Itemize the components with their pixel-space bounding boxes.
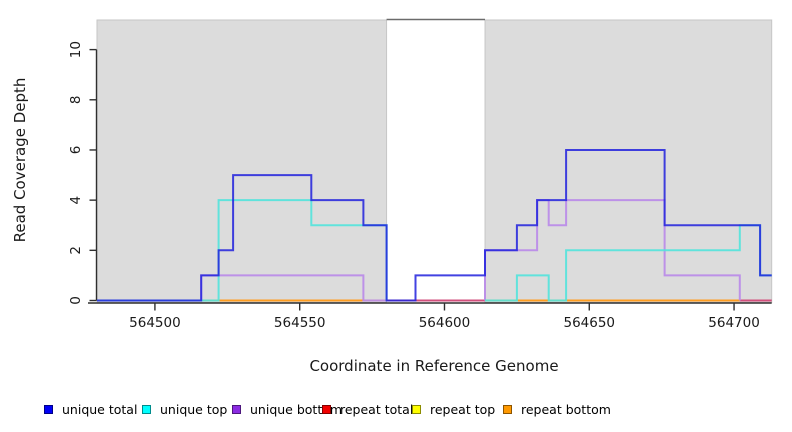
x-tick-label: 564600 [419,315,471,331]
y-tick-label: 4 [68,196,84,205]
legend-label: repeat top [430,401,496,417]
legend-swatch-unique-total-icon [44,404,53,414]
y-tick-label: 8 [68,95,84,104]
x-tick-label: 564500 [129,315,181,331]
legend-item-repeat-bottom: repeat bottom [503,399,611,419]
legend: unique total unique top unique bottom re… [0,399,792,423]
shaded-region-0 [96,19,388,303]
y-tick-label: 6 [68,146,84,155]
legend-label: repeat bottom [521,401,611,417]
shaded-regions [96,18,773,303]
legend-label: unique total [62,401,138,417]
x-tick-label: 564700 [708,315,760,331]
x-tick-label: 564650 [563,315,615,331]
legend-swatch-repeat-total-icon [322,404,331,414]
x-axis-title: Coordinate in Reference Genome [309,357,558,375]
x-tick-label: 564550 [274,315,326,331]
legend-label: repeat total [340,401,414,417]
legend-label: unique bottom [250,401,343,417]
legend-item-unique-bottom: unique bottom [232,399,342,419]
axes: 564500 564550 564600 564650 564700 0 2 4 6 8 10 [68,41,772,331]
series-line-unique-bottom [484,199,741,301]
series-line-unique-total [97,149,772,302]
legend-item-unique-total: unique total [44,399,137,419]
legend-item-repeat-total: repeat total [322,399,413,419]
y-tick-label: 0 [68,296,84,305]
legend-swatch-unique-bottom-icon [232,404,241,414]
y-tick-label: 2 [68,246,84,255]
y-axis-title: Read Coverage Depth [11,78,29,243]
shaded-region-1 [484,19,773,303]
legend-item-unique-top: unique top [142,399,227,419]
legend-swatch-repeat-bottom-icon [503,404,512,414]
legend-swatch-repeat-top-icon [412,404,421,414]
legend-label: unique top [160,401,228,417]
series-lines [97,149,772,302]
coverage-plot: 564500 564550 564600 564650 564700 0 2 4 6 8 10 Co… [11,18,773,375]
y-tick-label: 10 [68,41,84,58]
legend-item-repeat-top: repeat top [412,399,495,419]
legend-swatch-unique-top-icon [142,404,151,414]
